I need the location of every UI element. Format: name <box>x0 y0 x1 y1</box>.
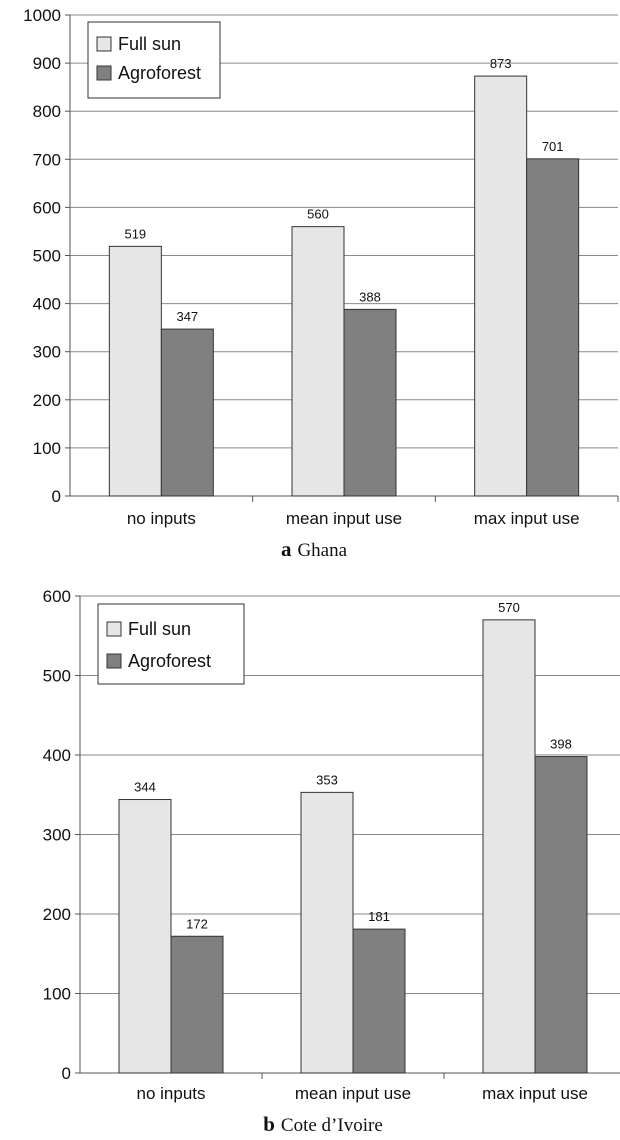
bar-agroforest <box>352 928 406 1074</box>
y-tick-label: 400 <box>33 295 61 314</box>
chart-b: 0 100 200 300 400 500 600 344 172 no inputs 353 181… <box>43 587 620 1136</box>
data-label: 701 <box>542 139 564 154</box>
y-tick-label: 100 <box>43 985 71 1004</box>
bar-full-sun <box>291 226 345 497</box>
caption-letter: b <box>263 1112 275 1136</box>
y-tick-label: 400 <box>43 746 71 765</box>
legend-box <box>97 603 245 685</box>
data-label: 388 <box>359 289 381 304</box>
y-tick-label: 300 <box>33 343 61 362</box>
bar-full-sun <box>482 619 536 1074</box>
legend: Full sun Agroforest <box>87 21 221 99</box>
chart-a: 0 100 200 300 400 500 600 700 800 900 1000 519 347 no… <box>23 6 619 561</box>
legend-label: Full sun <box>118 34 181 54</box>
bar-agroforest <box>534 756 588 1074</box>
x-category-label: no inputs <box>137 1084 206 1103</box>
y-tick-label: 200 <box>33 391 61 410</box>
bar-agroforest <box>343 308 397 497</box>
caption-letter: a <box>281 537 292 561</box>
bar-agroforest <box>526 158 580 497</box>
x-category-label: max input use <box>474 509 580 528</box>
legend-label: Full sun <box>128 619 191 639</box>
bar-full-sun <box>300 791 354 1074</box>
legend-swatch <box>96 36 112 52</box>
bar-agroforest <box>160 328 214 497</box>
data-label: 347 <box>176 309 198 324</box>
x-category-label: mean input use <box>286 509 402 528</box>
y-tick-label: 700 <box>33 150 61 169</box>
y-tick-label: 800 <box>33 102 61 121</box>
legend-swatch <box>106 653 122 669</box>
bar-full-sun <box>474 75 528 497</box>
data-label: 172 <box>186 916 208 931</box>
y-tick-label: 500 <box>33 247 61 266</box>
legend-swatch <box>96 65 112 81</box>
legend: Full sun Agroforest <box>97 603 245 685</box>
y-tick-label: 900 <box>33 54 61 73</box>
bar-agroforest <box>170 935 224 1074</box>
chart-caption: b Cote d’Ivoire <box>263 1112 383 1136</box>
x-category-label: mean input use <box>295 1084 411 1103</box>
data-label: 398 <box>550 737 572 752</box>
y-tick-label: 600 <box>33 198 61 217</box>
data-label: 519 <box>124 226 146 241</box>
y-tick-label: 200 <box>43 905 71 924</box>
bar-full-sun <box>108 245 162 497</box>
x-category-label: no inputs <box>127 509 196 528</box>
data-label: 181 <box>368 909 390 924</box>
data-label: 560 <box>307 207 329 222</box>
caption-text: Ghana <box>297 540 347 561</box>
x-category-label: max input use <box>482 1084 588 1103</box>
legend-swatch <box>106 621 122 637</box>
y-tick-label: 0 <box>52 487 61 506</box>
y-tick-label: 0 <box>62 1064 71 1083</box>
legend-label: Agroforest <box>128 651 211 671</box>
data-label: 570 <box>498 600 520 615</box>
bar-full-sun <box>118 799 172 1074</box>
y-tick-label: 1000 <box>23 6 61 25</box>
y-tick-label: 500 <box>43 667 71 686</box>
caption-text: Cote d’Ivoire <box>281 1115 383 1136</box>
data-label: 344 <box>134 780 156 795</box>
data-label: 873 <box>490 56 512 71</box>
chart-caption: a Ghana <box>281 537 348 561</box>
y-tick-label: 300 <box>43 826 71 845</box>
y-tick-label: 100 <box>33 439 61 458</box>
legend-label: Agroforest <box>118 63 201 83</box>
legend-box <box>87 21 221 99</box>
data-label: 353 <box>316 772 338 787</box>
y-tick-label: 600 <box>43 587 71 606</box>
